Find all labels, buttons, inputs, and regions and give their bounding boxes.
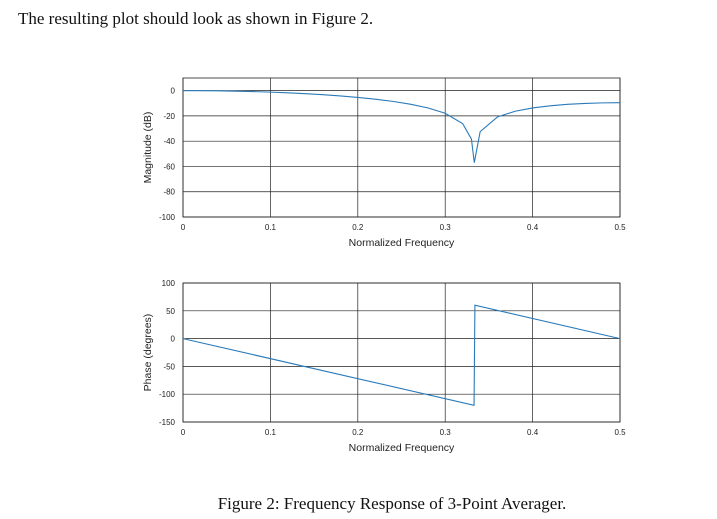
y-tick-label: -100 [159,213,176,222]
y-tick-label: -80 [163,188,175,197]
x-tick-label: 0.5 [614,223,626,232]
x-axis-label: Normalized Frequency [349,237,455,249]
x-axis-label: Normalized Frequency [349,442,455,454]
y-tick-label: 0 [171,87,176,96]
body-text: The resulting plot should look as shown … [18,9,373,28]
y-axis-label: Phase (degrees) [142,314,154,392]
x-tick-label: 0 [181,223,186,232]
data-line [182,304,621,407]
data-line [182,90,621,163]
y-tick-label: -20 [163,112,175,121]
figure-caption: Figure 2: Frequency Response of 3-Point … [218,494,567,513]
plot-area [182,282,621,423]
x-tick-label: 0.5 [614,428,626,437]
x-tick-label: 0.3 [440,428,452,437]
x-tick-label: 0.1 [265,428,277,437]
x-tick-label: 0 [181,428,186,437]
x-tick-label: 0.3 [440,223,452,232]
plot-area [182,77,621,218]
x-tick-label: 0.2 [352,223,364,232]
x-tick-label: 0.4 [527,428,539,437]
y-tick-label: 50 [166,307,175,316]
y-axis-label: Magnitude (dB) [142,112,154,184]
y-tick-label: 0 [171,335,176,344]
x-tick-label: 0.4 [527,223,539,232]
x-tick-label: 0.2 [352,428,364,437]
y-tick-label: -60 [163,162,175,171]
y-tick-label: -100 [159,390,176,399]
y-tick-label: -150 [159,418,176,427]
y-tick-label: 100 [162,279,176,288]
x-tick-label: 0.1 [265,223,277,232]
y-tick-label: -40 [163,137,175,146]
y-tick-label: -50 [163,362,175,371]
